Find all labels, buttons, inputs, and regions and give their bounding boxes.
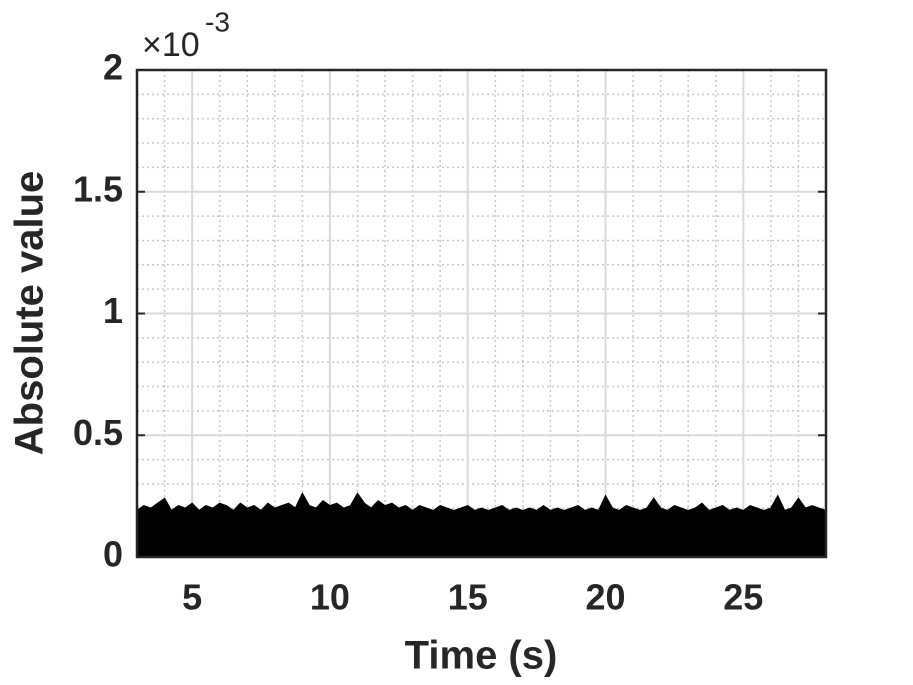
x-tick-label: 5 — [182, 577, 202, 618]
plot-frame — [135, 68, 828, 559]
y-tick-label: 1 — [103, 290, 123, 331]
y-tick-label: 0.5 — [73, 412, 123, 453]
x-tick-label: 10 — [310, 577, 350, 618]
y-tick-label: 0 — [103, 534, 123, 575]
y-axis-label: Absolute value — [8, 171, 52, 456]
x-tick-label: 25 — [723, 577, 763, 618]
y-tick-label: 2 — [103, 47, 123, 88]
y-tick-label: 1.5 — [73, 168, 123, 209]
x-axis-label: Time (s) — [405, 634, 558, 678]
axis-multiplier: ×10 — [142, 26, 200, 64]
signal-area — [136, 492, 827, 558]
axis-multiplier-exponent: -3 — [205, 6, 230, 37]
x-tick-label: 15 — [448, 577, 488, 618]
x-tick-label: 20 — [585, 577, 625, 618]
